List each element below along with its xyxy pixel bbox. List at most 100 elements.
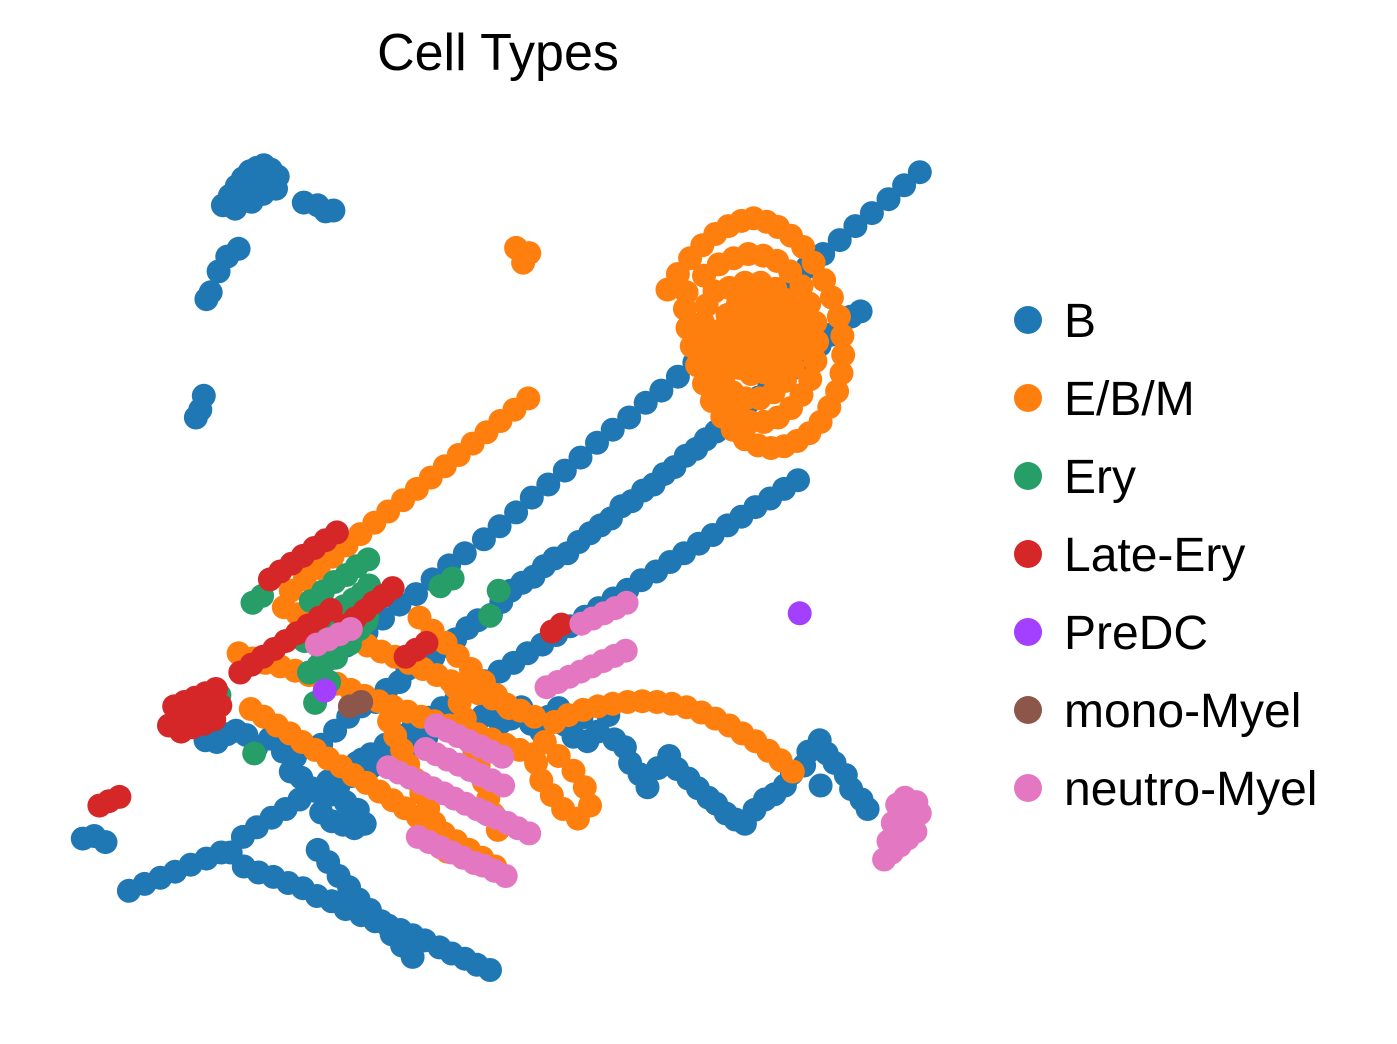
legend-marker	[1014, 696, 1042, 724]
data-point	[487, 514, 512, 539]
legend-item: E/B/M	[1014, 373, 1195, 426]
data-point	[805, 329, 830, 354]
data-point	[511, 250, 536, 275]
legend-item: B	[1014, 295, 1096, 348]
legend-item: PreDC	[1014, 607, 1208, 660]
data-point	[312, 678, 337, 703]
data-point	[617, 405, 642, 430]
legend-marker	[1014, 306, 1042, 334]
data-point	[202, 707, 227, 732]
data-point	[107, 784, 132, 809]
legend-label: Ery	[1064, 451, 1136, 504]
data-point	[801, 250, 826, 275]
data-point	[635, 775, 660, 800]
legend: B E/B/M Ery Late-Ery PreDC mono-Myel neutro-My…	[1014, 295, 1317, 816]
data-point	[239, 189, 264, 214]
data-point	[380, 576, 405, 601]
data-point	[440, 566, 465, 591]
legend-marker	[1014, 774, 1042, 802]
data-point	[826, 304, 851, 329]
scatter-points	[70, 153, 932, 982]
data-point	[561, 758, 586, 783]
data-point	[843, 214, 868, 239]
data-point	[338, 617, 363, 641]
series-4	[312, 601, 812, 703]
series-5	[337, 690, 374, 719]
data-point	[497, 696, 522, 721]
data-point	[522, 704, 547, 729]
data-point	[780, 759, 805, 784]
data-point	[206, 259, 231, 284]
data-point	[893, 785, 917, 810]
data-point	[504, 500, 529, 525]
data-point	[831, 342, 856, 367]
data-point	[516, 386, 541, 411]
data-point	[478, 603, 502, 628]
data-point	[452, 541, 477, 566]
data-point	[93, 830, 118, 855]
data-point	[568, 445, 593, 470]
legend-label: E/B/M	[1064, 373, 1195, 426]
data-point	[183, 405, 208, 430]
data-point	[859, 201, 884, 226]
data-point	[491, 773, 516, 798]
data-point	[536, 472, 561, 497]
data-point	[221, 190, 246, 215]
data-point	[356, 547, 381, 572]
legend-item: neutro-Myel	[1014, 763, 1317, 816]
legend-item: Ery	[1014, 451, 1136, 504]
data-point	[324, 520, 349, 545]
data-point	[876, 187, 901, 212]
data-point	[486, 578, 511, 603]
legend-marker	[1014, 462, 1042, 490]
data-point	[649, 378, 674, 403]
data-point	[585, 430, 609, 455]
data-point	[318, 597, 343, 622]
data-point	[674, 280, 699, 305]
data-point	[614, 590, 639, 615]
legend-item: Late-Ery	[1014, 529, 1245, 582]
legend-marker	[1014, 618, 1042, 646]
legend-marker	[1014, 540, 1042, 568]
data-point	[517, 821, 542, 846]
legend-label: mono-Myel	[1064, 685, 1301, 738]
data-point	[414, 630, 439, 655]
data-point	[321, 198, 346, 223]
data-point	[209, 840, 234, 865]
data-point	[521, 742, 546, 767]
data-point	[830, 323, 855, 348]
data-point	[194, 287, 219, 312]
data-point	[242, 741, 267, 766]
data-point	[803, 349, 828, 373]
data-point	[808, 773, 833, 798]
data-point	[493, 864, 518, 888]
legend-marker	[1014, 384, 1042, 412]
data-point	[786, 468, 810, 493]
data-point	[819, 285, 844, 310]
data-point	[478, 958, 502, 982]
data-point	[253, 172, 278, 197]
data-point	[787, 601, 812, 626]
series-3	[87, 520, 574, 818]
data-point	[549, 612, 574, 637]
data-point	[855, 797, 880, 821]
data-point	[203, 677, 228, 701]
legend-item: mono-Myel	[1014, 685, 1301, 738]
data-point	[600, 417, 625, 442]
legend-label: B	[1064, 295, 1096, 348]
data-point	[519, 485, 544, 510]
legend-label: neutro-Myel	[1064, 763, 1317, 816]
data-point	[892, 173, 917, 198]
data-point	[490, 744, 515, 769]
data-point	[400, 944, 425, 969]
data-point	[613, 638, 638, 663]
data-point	[829, 361, 854, 386]
data-point	[404, 582, 428, 607]
data-point	[745, 331, 770, 356]
data-point	[827, 228, 852, 253]
legend-label: Late-Ery	[1064, 529, 1245, 582]
data-point	[848, 299, 873, 324]
data-point	[578, 793, 602, 818]
